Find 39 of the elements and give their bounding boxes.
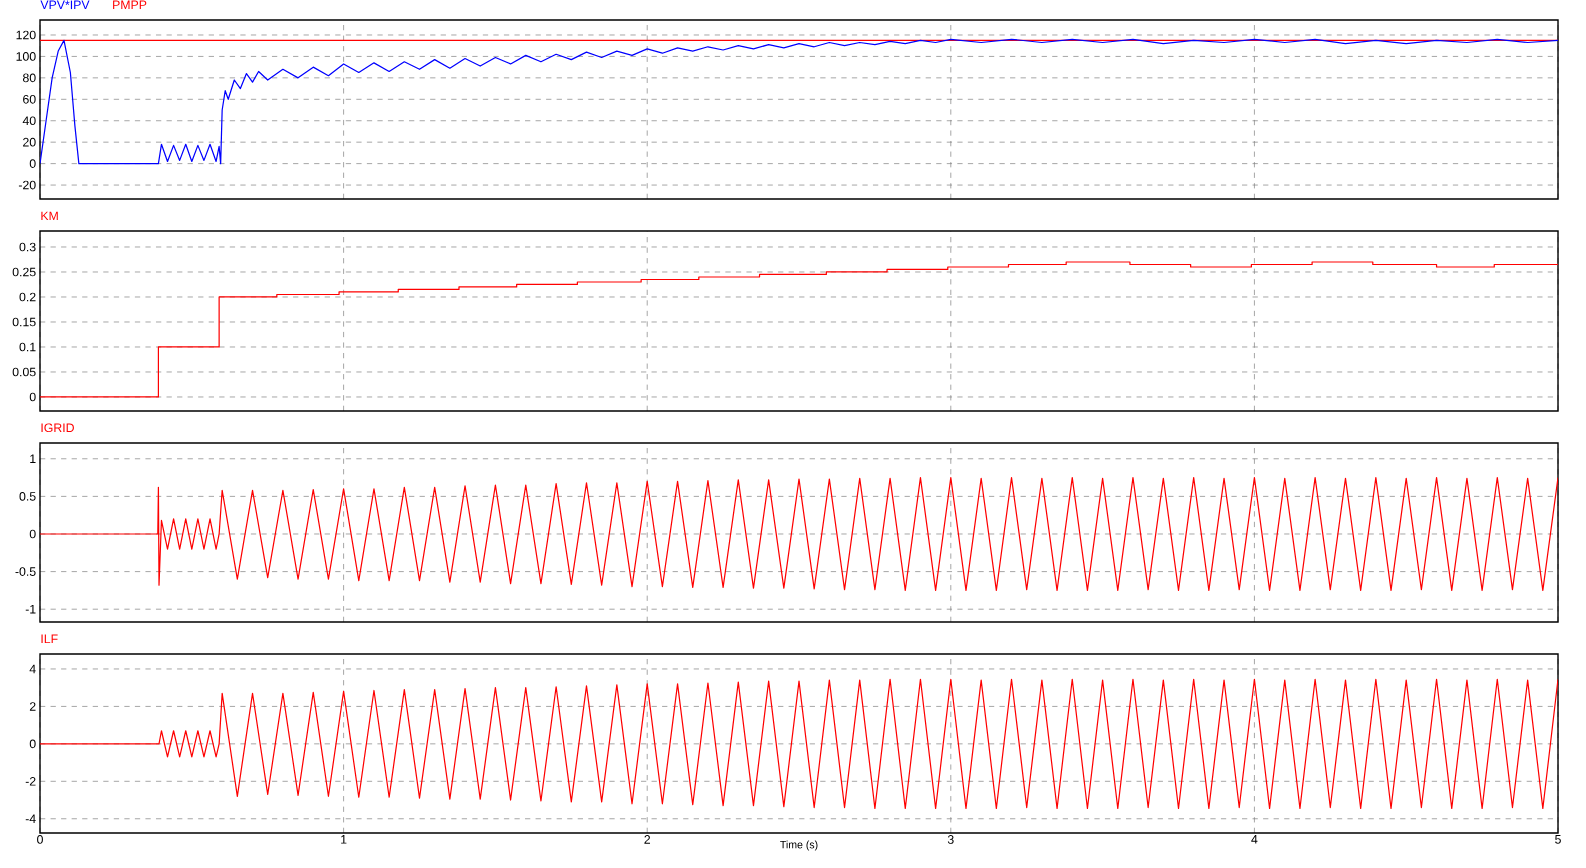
y-tick-label: 0.5	[19, 492, 36, 501]
y-tick-label: 0.2	[19, 292, 36, 302]
y-tick-label: -20	[18, 180, 36, 190]
text: KM	[41, 211, 58, 221]
x-tick-label: 2	[644, 835, 651, 844]
y-tick-label: 0	[29, 529, 36, 539]
text: PMPP	[113, 0, 147, 10]
text: ILF	[41, 634, 58, 644]
y-tick-label: 40	[22, 116, 36, 126]
y-tick-label: 0.05	[12, 367, 36, 377]
x-tick-label: 3	[947, 835, 954, 844]
y-tick-label: 0.1	[19, 342, 36, 352]
y-tick-label: 0	[29, 392, 36, 402]
y-tick-label: 120	[16, 30, 36, 40]
text: VPV*IPV	[40, 0, 90, 10]
y-tick-label: 2	[29, 702, 36, 711]
line-series	[40, 476, 1559, 592]
y-tick-label: -0.5	[15, 567, 36, 576]
y-tick-label: 0	[29, 739, 36, 749]
y-tick-label: 0.25	[12, 267, 36, 277]
x-tick-label: 4	[1251, 835, 1258, 844]
y-tick-label: 0.15	[12, 317, 36, 327]
line-series	[40, 38, 1559, 165]
y-tick-label: -1	[25, 604, 36, 614]
y-tick-label: 20	[23, 137, 36, 147]
text: IGRID	[41, 423, 74, 433]
y-tick-label: 0	[29, 159, 36, 168]
x-tick-label: 1	[341, 835, 347, 844]
y-tick-label: 1	[30, 454, 36, 464]
y-tick-label: 0.3	[19, 242, 36, 252]
y-tick-label: 60	[23, 94, 36, 104]
x-tick-label: 0	[37, 835, 43, 844]
y-tick-label: 80	[22, 73, 36, 83]
x-axis-title: Time (s)	[780, 840, 818, 851]
y-tick-label: -4	[25, 814, 36, 823]
y-tick-label: 100	[16, 52, 36, 61]
y-tick-label: 4	[29, 664, 36, 674]
y-tick-label: -2	[25, 777, 36, 786]
x-tick-label: 5	[1555, 835, 1561, 844]
